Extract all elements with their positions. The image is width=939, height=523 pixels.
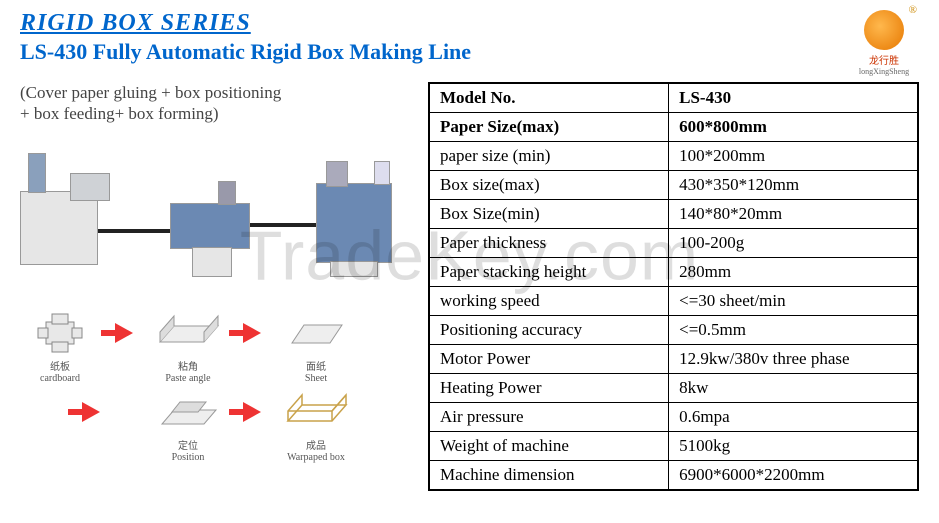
spec-value: 8kw (669, 374, 918, 403)
spec-value: 100-200g (669, 229, 918, 258)
product-title: LS-430 Fully Automatic Rigid Box Making … (20, 39, 849, 65)
spec-label: Box size(max) (429, 171, 669, 200)
table-row: Air pressure0.6mpa (429, 403, 918, 432)
table-row: Paper Size(max)600*800mm (429, 113, 918, 142)
arrow-icon (243, 323, 261, 343)
step-label: 定位Position (172, 441, 205, 463)
series-title: RIGID BOX SERIES (20, 10, 849, 37)
table-row: Paper thickness100-200g (429, 229, 918, 258)
spec-value: 100*200mm (669, 142, 918, 171)
step-label: 粘角Paste angle (165, 362, 210, 384)
spec-label: working speed (429, 287, 669, 316)
table-row: Paper stacking height280mm (429, 258, 918, 287)
spec-value: 430*350*120mm (669, 171, 918, 200)
table-row: Weight of machine5100kg (429, 432, 918, 461)
table-header-row: Model No. LS-430 (429, 83, 918, 113)
step-position-icon (153, 390, 223, 435)
spec-label: Machine dimension (429, 461, 669, 491)
spec-label: Positioning accuracy (429, 316, 669, 345)
process-diagram: 纸板cardboard 粘角Paste angle 面纸Sheet (20, 311, 410, 463)
step-sheet-icon (281, 311, 351, 356)
arrow-icon (115, 323, 133, 343)
spec-label: paper size (min) (429, 142, 669, 171)
spec-label: Box Size(min) (429, 200, 669, 229)
table-row: working speed<=30 sheet/min (429, 287, 918, 316)
spec-value: 12.9kw/380v three phase (669, 345, 918, 374)
step-label: 面纸Sheet (305, 362, 327, 384)
table-row: Positioning accuracy<=0.5mm (429, 316, 918, 345)
spec-label: Heating Power (429, 374, 669, 403)
spec-value: 280mm (669, 258, 918, 287)
table-row: Heating Power8kw (429, 374, 918, 403)
spec-label: Paper Size(max) (429, 113, 669, 142)
spec-label: Paper stacking height (429, 258, 669, 287)
spec-value: 140*80*20mm (669, 200, 918, 229)
spec-label: Air pressure (429, 403, 669, 432)
arrow-icon (82, 402, 100, 422)
table-row: Box size(max)430*350*120mm (429, 171, 918, 200)
spec-label: Weight of machine (429, 432, 669, 461)
spec-value: 600*800mm (669, 113, 918, 142)
step-cardboard-icon (25, 311, 95, 356)
spec-label: Model No. (429, 83, 669, 113)
spec-label: Motor Power (429, 345, 669, 374)
step-paste-icon (153, 311, 223, 356)
spec-value: 5100kg (669, 432, 918, 461)
machine-illustration (20, 143, 400, 283)
table-row: Box Size(min)140*80*20mm (429, 200, 918, 229)
step-label: 成品Warpaped box (287, 441, 345, 463)
spec-label: Paper thickness (429, 229, 669, 258)
spec-value: <=0.5mm (669, 316, 918, 345)
feature-subtitle: (Cover paper gluing + box positioning + … (20, 82, 410, 125)
table-row: Motor Power12.9kw/380v three phase (429, 345, 918, 374)
table-row: paper size (min)100*200mm (429, 142, 918, 171)
spec-value: <=30 sheet/min (669, 287, 918, 316)
spec-value: LS-430 (669, 83, 918, 113)
step-finished-icon (281, 390, 351, 435)
arrow-icon (243, 402, 261, 422)
step-label: 纸板cardboard (40, 362, 80, 384)
spec-value: 0.6mpa (669, 403, 918, 432)
table-row: Machine dimension6900*6000*2200mm (429, 461, 918, 491)
spec-table: Model No. LS-430 Paper Size(max)600*800m… (428, 82, 919, 491)
brand-logo: ® 龙行胜 longXingSheng (849, 10, 919, 76)
spec-value: 6900*6000*2200mm (669, 461, 918, 491)
